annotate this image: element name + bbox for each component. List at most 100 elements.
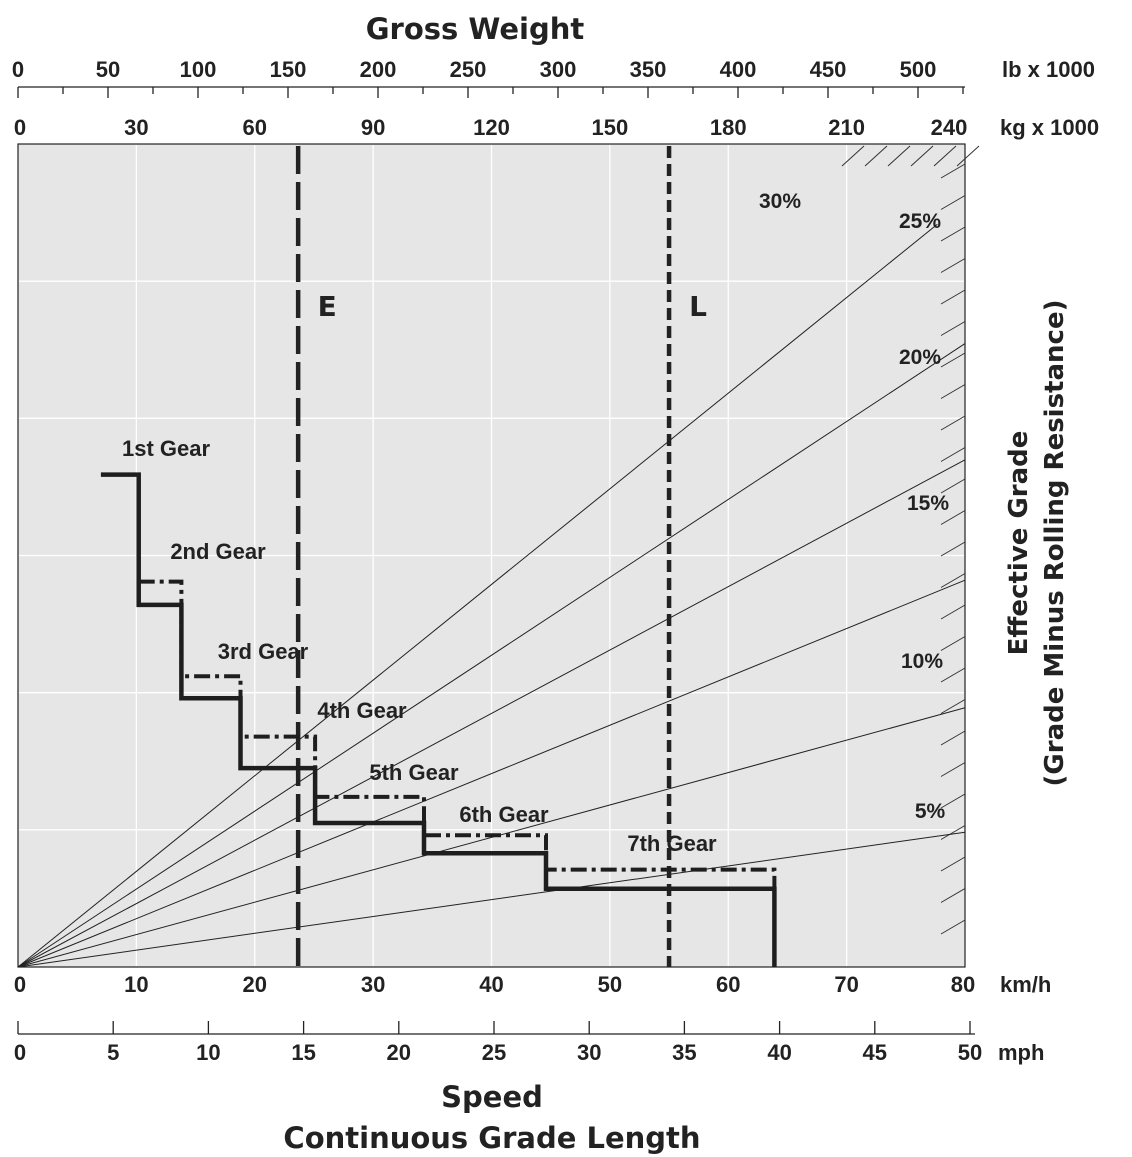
grade-line — [17, 707, 966, 968]
grade-label: 25% — [899, 210, 941, 233]
chart-title: Gross Weight — [366, 12, 585, 46]
gear-label: 3rd Gear — [218, 639, 309, 664]
mph-tick-label: 15 — [291, 1040, 315, 1065]
grade-edge-tick — [940, 699, 966, 714]
kmh-tick-label: 30 — [361, 972, 385, 997]
grade-edge-tick — [864, 145, 888, 167]
grade-line — [17, 343, 966, 968]
kmh-tick-label: 10 — [124, 972, 148, 997]
kmh-tick-label: 80 — [951, 972, 975, 997]
grade-edge-tick — [940, 793, 966, 809]
grade-label: 20% — [899, 346, 941, 369]
lb-tick-label: 200 — [360, 57, 397, 82]
grade-edge-tick — [940, 604, 966, 620]
grade-edge-tick — [940, 510, 966, 525]
grade-line — [17, 579, 966, 968]
grade-edge-tick — [940, 258, 966, 273]
grade-label: 30% — [759, 190, 801, 213]
grade-edge-tick — [940, 321, 966, 336]
grade-edge-tick — [887, 145, 911, 167]
mph-tick-label: 35 — [672, 1040, 696, 1065]
kmh-tick-label: 0 — [14, 972, 26, 997]
gear-label: 7th Gear — [627, 831, 717, 856]
kmh-tick-label: 40 — [479, 972, 503, 997]
grade-edge-tick — [940, 573, 966, 588]
grid — [19, 145, 964, 966]
grade-edge-tick — [940, 195, 966, 210]
y-axis-subtitle: (Grade Minus Rolling Resistance) — [1040, 300, 1070, 787]
grade-label: 5% — [915, 800, 946, 823]
kmh-tick-label: 50 — [598, 972, 622, 997]
chart-labels: 1st Gear 2nd Gear 3rd Gear 4th Gear 5th Gear… — [122, 436, 717, 856]
lb-tick-label: 100 — [180, 57, 217, 82]
grade-edge-tick — [940, 825, 966, 840]
mph-tick-label: 25 — [482, 1040, 506, 1065]
grade-edge-tick — [940, 730, 966, 746]
mph-unit-label: mph — [998, 1040, 1044, 1065]
grade-line — [17, 831, 966, 968]
kg-tick-label: 60 — [243, 115, 267, 140]
grade-edge-tick — [940, 447, 966, 462]
lb-tick-label: 50 — [96, 57, 120, 82]
grade-edge-tick — [940, 384, 966, 399]
grade-edge-tick — [940, 226, 966, 242]
kg-tick-label: 30 — [124, 115, 148, 140]
lb-tick-label: 300 — [540, 57, 577, 82]
kg-tick-label: 90 — [361, 115, 385, 140]
grade-edge-tick — [940, 762, 966, 777]
lb-tick-label: 400 — [720, 57, 757, 82]
grade-edge-tick — [940, 919, 966, 935]
mph-tick-label: 40 — [767, 1040, 791, 1065]
mph-tick-label: 30 — [577, 1040, 601, 1065]
grade-edge-tick — [940, 888, 966, 903]
mph-tick-label: 5 — [107, 1040, 119, 1065]
grade-edge-tick — [940, 667, 966, 683]
grade-edge-tick — [940, 856, 966, 872]
kg-unit-label: kg x 1000 — [1000, 115, 1099, 140]
kg-tick-label: 120 — [473, 115, 510, 140]
grade-edge-ticks — [841, 145, 980, 935]
grade-edge-tick — [940, 415, 966, 431]
lb-tick-label: 500 — [900, 57, 937, 82]
mph-tick-label: 20 — [387, 1040, 411, 1065]
kg-tick-label: 240 — [931, 115, 968, 140]
grade-lines: 5% 10% 15% 20% 25% 30% — [17, 190, 966, 968]
kmh-tick-label: 20 — [243, 972, 267, 997]
gear-series — [100, 472, 777, 967]
gear-label: 6th Gear — [459, 802, 549, 827]
grade-edge-tick — [940, 352, 966, 368]
lb-tick-label: 350 — [630, 57, 667, 82]
y-axis-title: Effective Grade — [1004, 431, 1034, 656]
kmh-unit-label: km/h — [1000, 972, 1051, 997]
kmh-tick-label: 70 — [834, 972, 858, 997]
mph-tick-label: 10 — [196, 1040, 220, 1065]
kmh-tick-label: 60 — [716, 972, 740, 997]
x-axis-subtitle: Continuous Grade Length — [283, 1121, 700, 1155]
grade-label: 10% — [901, 650, 943, 673]
lb-tick-label: 0 — [12, 57, 24, 82]
kg-tick-label: 210 — [828, 115, 865, 140]
grade-edge-tick — [910, 145, 934, 167]
gear-label: 4th Gear — [317, 698, 407, 723]
x-axis-title: Speed — [441, 1080, 543, 1114]
grade-line — [17, 223, 938, 968]
axes: 0 50 100 150 200 250 300 350 400 450 500 lb x 10000… — [12, 57, 1099, 1065]
gear-label: 1st Gear — [122, 436, 210, 461]
grade-edge-tick — [940, 289, 966, 305]
grade-line — [17, 459, 966, 968]
kg-tick-label: 150 — [592, 115, 629, 140]
grade-edge-tick — [841, 145, 865, 167]
grade-edge-tick — [940, 541, 966, 557]
gear-label: 2nd Gear — [170, 539, 266, 564]
kg-tick-label: 180 — [710, 115, 747, 140]
lb-unit-label: lb x 1000 — [1002, 57, 1095, 82]
mph-tick-label: 50 — [958, 1040, 982, 1065]
grade-label: 15% — [907, 492, 949, 515]
weight-marker-label: E — [318, 290, 337, 323]
kg-tick-label: 0 — [14, 115, 26, 140]
mph-tick-label: 45 — [863, 1040, 887, 1065]
mph-tick-label: 0 — [14, 1040, 26, 1065]
grade-edge-tick — [940, 478, 966, 494]
